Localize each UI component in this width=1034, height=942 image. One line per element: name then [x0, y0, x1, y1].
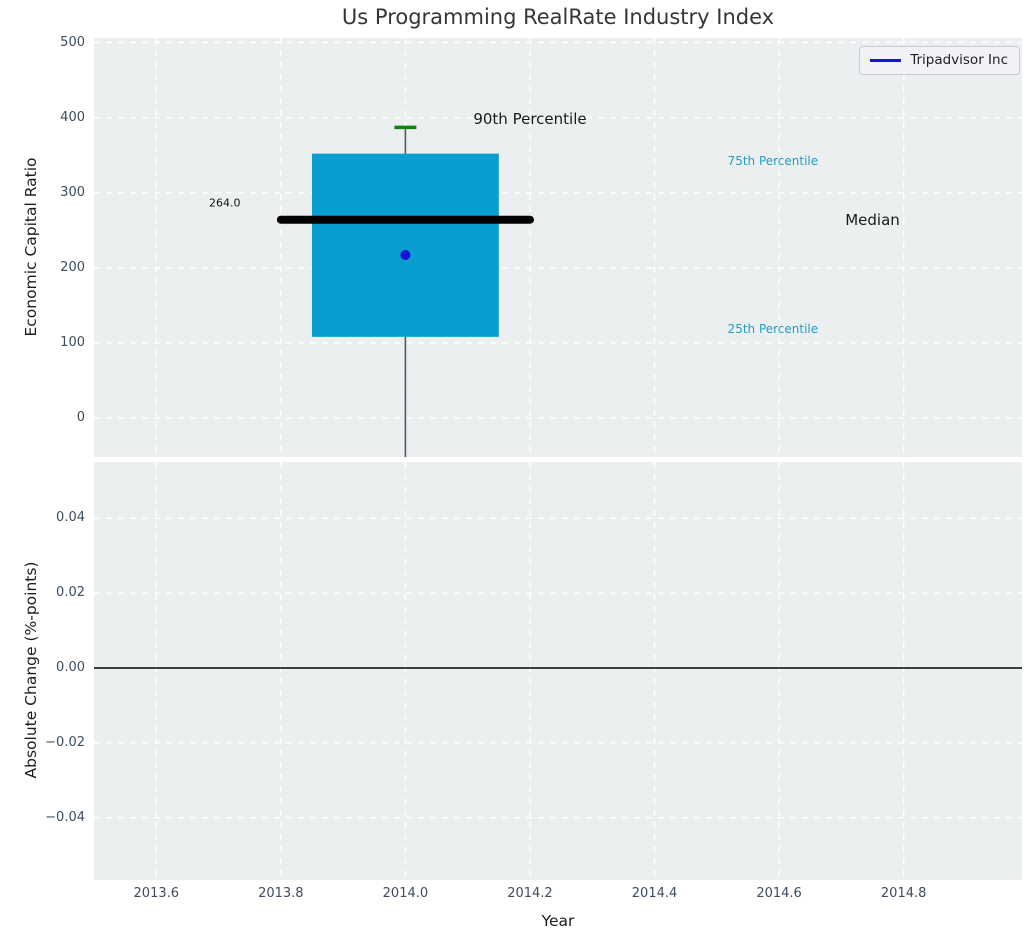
x-tick-label: 2014.2: [507, 886, 553, 901]
legend: Tripadvisor Inc: [859, 46, 1020, 75]
y-tick-label: 300: [60, 184, 85, 200]
iqr-box: [311, 153, 499, 337]
y-tick-label: 0.02: [56, 585, 85, 601]
y-tick-label: 100: [60, 334, 85, 350]
annotation-90th-percentile: 90th Percentile: [473, 110, 587, 129]
x-tick-label: 2014.6: [756, 886, 802, 901]
annotation-25th-percentile: 25th Percentile: [727, 322, 819, 337]
y-tick-label: −0.02: [45, 734, 85, 750]
y-tick-label: 0.00: [56, 660, 85, 675]
x-tick-label: 2014.8: [880, 886, 927, 901]
y-tick-label: 0: [76, 409, 85, 425]
y-tick-label: 200: [60, 259, 85, 275]
legend-label: Tripadvisor Inc: [910, 52, 1008, 68]
y-tick-label: 0.04: [56, 510, 85, 526]
bottom-y-axis-label: Absolute Change (%-points): [22, 561, 40, 779]
y-tick-label: 400: [60, 109, 85, 125]
top-y-axis-label: Economic Capital Ratio: [22, 157, 40, 337]
x-tick-label: 2014.0: [382, 886, 429, 901]
annotation-75th-percentile: 75th Percentile: [727, 154, 819, 169]
bottom-axes-plot-area: [94, 462, 1022, 880]
x-tick-label: 2014.4: [631, 886, 678, 901]
x-tick-label: 2013.6: [133, 886, 180, 901]
y-tick-label: −0.04: [45, 809, 85, 825]
x-axis-label: Year: [541, 912, 575, 930]
annotation-median: Median: [845, 210, 900, 229]
annotation-264-0: 264.0: [209, 196, 241, 210]
y-tick-label: 500: [60, 34, 85, 50]
chart-title: Us Programming RealRate Industry Index: [341, 5, 775, 29]
legend-line-icon: [870, 58, 902, 62]
x-tick-label: 2013.8: [258, 886, 304, 901]
top-axes-plot-area: [94, 38, 1022, 457]
company-point: [400, 250, 411, 261]
